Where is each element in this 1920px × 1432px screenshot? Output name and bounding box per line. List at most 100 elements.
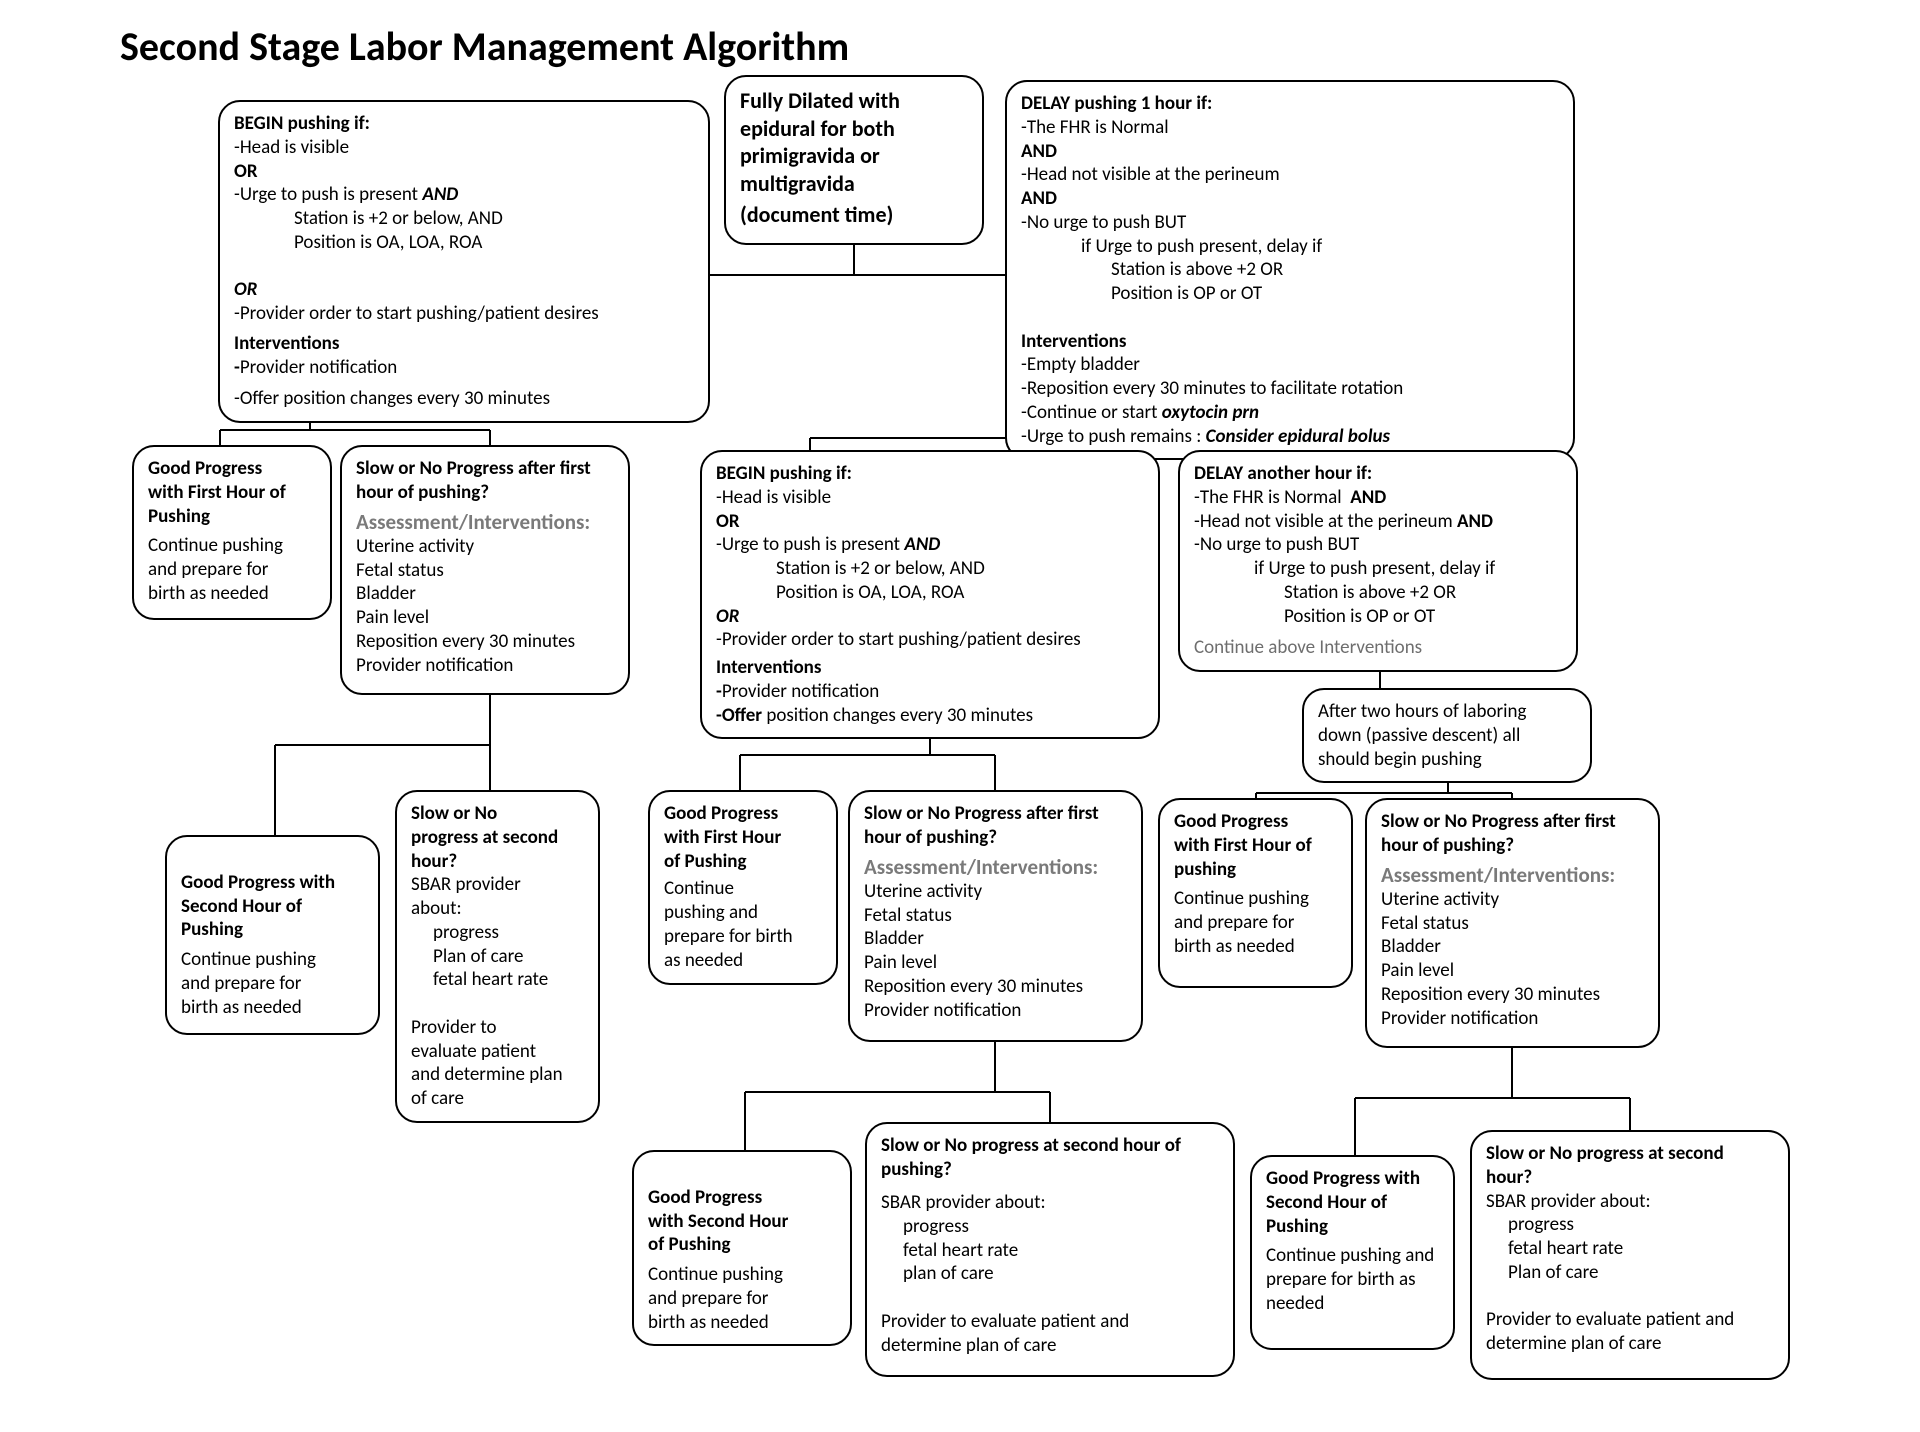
node-text: Station is +2 or below, AND xyxy=(716,557,1144,581)
node-good2_right: Good Progress withSecond Hour ofPushing C… xyxy=(1250,1155,1455,1350)
node-text: evaluate patient xyxy=(411,1040,584,1064)
node-text: with First Hour xyxy=(664,826,822,850)
node-text: Slow or No Progress after first xyxy=(356,457,614,481)
node-text: Uterine activity xyxy=(864,880,1127,904)
node-text: pushing xyxy=(1174,858,1337,882)
node-text: with Second Hour xyxy=(648,1210,836,1234)
node-text: Continue pushing and xyxy=(1266,1244,1439,1268)
node-text: Provider to evaluate patient and xyxy=(1486,1308,1774,1332)
node-text: prepare for birth as xyxy=(1266,1268,1439,1292)
node-text: Pushing xyxy=(1266,1215,1439,1239)
node-text: Uterine activity xyxy=(356,535,614,559)
node-text: if Urge to push present, delay if xyxy=(1194,557,1562,581)
node-text: Good Progress xyxy=(648,1186,836,1210)
node-text: Assessment/Interventions: xyxy=(864,854,1127,880)
node-text: Station is above +2 OR xyxy=(1194,581,1562,605)
node-text: birth as needed xyxy=(148,582,316,606)
node-text: Plan of care xyxy=(411,945,584,969)
node-text: -Urge to push is present AND xyxy=(234,183,694,207)
node-text: Slow or No xyxy=(411,802,584,826)
node-text: SBAR provider xyxy=(411,873,584,897)
node-text xyxy=(234,255,694,279)
node-text: OR xyxy=(234,278,694,302)
node-text: Plan of care xyxy=(1486,1261,1774,1285)
node-text: Second Hour of xyxy=(1266,1191,1439,1215)
node-text: progress xyxy=(881,1215,1219,1239)
node-text: Pushing xyxy=(181,918,364,942)
node-text: determine plan of care xyxy=(881,1334,1219,1358)
node-text: with First Hour of xyxy=(1174,834,1337,858)
node-text: AND xyxy=(1021,187,1559,211)
node-text: prepare for birth xyxy=(664,925,822,949)
node-text xyxy=(881,1286,1219,1310)
node-text: and prepare for xyxy=(1174,911,1337,935)
node-text: Slow or No Progress after first xyxy=(864,802,1127,826)
node-text: epidural for both xyxy=(740,115,968,143)
node-text: Provider to xyxy=(411,1016,584,1040)
node-text: progress xyxy=(1486,1213,1774,1237)
node-slow1_right: Slow or No Progress after firsthour of p… xyxy=(1365,798,1660,1048)
node-text: birth as needed xyxy=(648,1311,836,1335)
node-text: -Head not visible at the perineum xyxy=(1021,163,1559,187)
node-text: -Head is visible xyxy=(234,136,694,160)
node-text: hour? xyxy=(411,850,584,874)
node-text: Provider notification xyxy=(356,654,614,678)
node-text: and determine plan xyxy=(411,1063,584,1087)
node-text: (document time) xyxy=(740,201,968,229)
node-text: Pain level xyxy=(356,606,614,630)
node-text: Slow or No progress at second xyxy=(1486,1142,1774,1166)
node-text: multigravida xyxy=(740,170,968,198)
node-text: -Offer position changes every 30 minutes xyxy=(716,704,1144,728)
node-text: Station is above +2 OR xyxy=(1021,258,1559,282)
node-text: Interventions xyxy=(1021,330,1559,354)
node-text: Position is OP or OT xyxy=(1021,282,1559,306)
node-text xyxy=(881,1182,1219,1192)
node-text: Good Progress xyxy=(148,457,316,481)
node-text: hour of pushing? xyxy=(356,481,614,505)
node-text: and prepare for xyxy=(181,972,364,996)
node-text: about: xyxy=(411,897,584,921)
node-text: Fully Dilated with xyxy=(740,87,968,115)
node-good1_mid: Good Progresswith First Hourof PushingCo… xyxy=(648,790,838,985)
node-text: DELAY another hour if: xyxy=(1194,462,1562,486)
node-text: Assessment/Interventions: xyxy=(1381,862,1644,888)
node-text: Bladder xyxy=(864,927,1127,951)
node-text: -Empty bladder xyxy=(1021,353,1559,377)
node-text: needed xyxy=(1266,1292,1439,1316)
node-text: -Reposition every 30 minutes to facilita… xyxy=(1021,377,1559,401)
node-delay_right: DELAY pushing 1 hour if:-The FHR is Norm… xyxy=(1005,80,1575,460)
node-text: Provider notification xyxy=(864,999,1127,1023)
node-good1_right: Good Progresswith First Hour ofpushingCo… xyxy=(1158,798,1353,988)
node-text: BEGIN pushing if: xyxy=(716,462,1144,486)
node-text: Reposition every 30 minutes xyxy=(356,630,614,654)
node-text: Assessment/Interventions: xyxy=(356,509,614,535)
node-text: Position is OP or OT xyxy=(1194,605,1562,629)
node-text: Slow or No Progress after first xyxy=(1381,810,1644,834)
node-slow2_left: Slow or Noprogress at secondhour?SBAR pr… xyxy=(395,790,600,1123)
node-text: -Head not visible at the perineum AND xyxy=(1194,510,1562,534)
node-text: -The FHR is Normal AND xyxy=(1194,486,1562,510)
node-text: determine plan of care xyxy=(1486,1332,1774,1356)
diagram-title: Second Stage Labor Management Algorithm xyxy=(120,22,849,71)
node-good1_left: Good Progresswith First Hour ofPushingCo… xyxy=(132,445,332,620)
node-text: Good Progress with xyxy=(1266,1167,1439,1191)
node-text: Second Hour of xyxy=(181,895,364,919)
node-text: hour of pushing? xyxy=(864,826,1127,850)
node-text: Good Progress xyxy=(1174,810,1337,834)
node-text: of Pushing xyxy=(648,1233,836,1257)
node-slow2_mid: Slow or No progress at second hour ofpus… xyxy=(865,1122,1235,1377)
node-text: Continue xyxy=(664,877,822,901)
node-text: Continue pushing xyxy=(148,534,316,558)
node-text: as needed xyxy=(664,949,822,973)
node-text xyxy=(411,992,584,1016)
node-text xyxy=(1021,306,1559,330)
node-text: Good Progress xyxy=(664,802,822,826)
node-text: -Provider order to start pushing/patient… xyxy=(234,302,694,326)
node-text: -Urge to push remains : Consider epidura… xyxy=(1021,425,1559,449)
node-text: -Continue or start oxytocin prn xyxy=(1021,401,1559,425)
node-text: -Offer position changes every 30 minutes xyxy=(234,387,694,411)
node-begin_left: BEGIN pushing if:-Head is visibleOR-Urge… xyxy=(218,100,710,423)
node-text: Continue pushing xyxy=(181,948,364,972)
node-text: After two hours of laboring xyxy=(1318,700,1576,724)
node-text: with First Hour of xyxy=(148,481,316,505)
